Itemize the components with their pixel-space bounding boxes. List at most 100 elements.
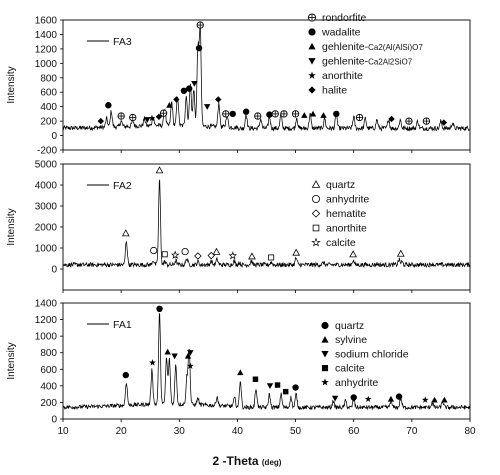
peak-marker-ring: [159, 109, 168, 117]
peak-marker-tridown: [171, 353, 178, 360]
legend-marker-square_open: [312, 224, 320, 232]
y-tick-label: 1000: [35, 244, 58, 255]
legend-entry: sylvine: [335, 334, 367, 346]
peak-marker-square_open: [268, 254, 275, 261]
peak-marker-dot: [156, 305, 163, 312]
peak-marker-dot: [395, 393, 403, 400]
peak-marker-star: [364, 395, 372, 402]
legend-entry: anorthite: [322, 70, 363, 82]
legend-marker-dot: [321, 321, 329, 330]
peak-marker-ring: [271, 110, 279, 118]
y-tick-label: 600: [40, 88, 57, 99]
peak-marker-dot: [292, 384, 299, 391]
x-axis-unit: (deg): [262, 458, 282, 467]
peak-marker-ring: [291, 110, 300, 118]
peak-marker-tri: [309, 110, 317, 117]
legend-entry: anhydrite: [326, 194, 369, 206]
pattern-fa1: [62, 313, 471, 411]
panel-fa2: 0 1000 2000 3000 4000 5000 Intensity FA2 quartz a…: [6, 160, 471, 293]
y-axis-label: Intensity: [6, 208, 17, 245]
peak-marker-tridown: [266, 383, 274, 390]
peak-marker-dot: [242, 108, 250, 115]
peak-marker-dot: [185, 85, 193, 92]
x-tick-label: 50: [290, 426, 302, 437]
peak-marker-square: [282, 388, 289, 395]
peak-marker-dot: [333, 110, 340, 118]
y-tick-label: 200: [40, 117, 57, 128]
legend-marker-star_open: [311, 237, 321, 247]
x-tick-label: 70: [406, 426, 418, 437]
legend-entry: anhydrite: [335, 377, 378, 389]
peak-marker-ring: [422, 117, 431, 125]
y-tick-label: 400: [40, 102, 57, 113]
legend-entry: quartz: [326, 179, 355, 191]
peak-marker-ring: [355, 113, 364, 122]
peak-marker-tri_open: [212, 247, 221, 255]
legend-marker-dot: [308, 28, 316, 36]
peak-marker-ring: [129, 113, 137, 122]
peak-marker-ring: [405, 117, 413, 125]
y-tick-label: 1400: [35, 30, 58, 41]
y-tick-label: 0: [51, 131, 57, 142]
peak-marker-tri: [237, 369, 244, 376]
y-axis-label: Intensity: [6, 66, 17, 103]
pattern-fa2: [62, 179, 471, 269]
legend-marker-square: [321, 365, 329, 372]
legend-formula: Ca2(Al(AlSi)O7: [368, 43, 423, 52]
y-tick-label: 200: [40, 398, 57, 409]
peak-marker-ring: [222, 110, 230, 118]
peak-marker-dot: [180, 87, 188, 94]
peak-marker-circle_open: [150, 246, 158, 255]
peak-marker-square: [274, 382, 281, 388]
legend-entry: calcite: [326, 237, 356, 249]
peak-marker-tri_open: [155, 166, 164, 174]
peak-marker-dot: [195, 44, 203, 52]
legend-formula: Ca2Al2SiO7: [368, 58, 413, 67]
peak-marker-tri_open: [248, 252, 256, 260]
peak-marker-star: [149, 359, 156, 366]
peak-marker-tri: [166, 102, 173, 108]
plot-frame: [62, 302, 471, 420]
x-tick-label: 20: [116, 426, 128, 437]
x-tick-label: 80: [464, 426, 476, 437]
legend-entry: halite: [322, 85, 347, 97]
legend-entry: anorthite: [326, 223, 367, 235]
peak-marker-diamond: [97, 117, 104, 125]
y-tick-label: 1200: [35, 44, 58, 55]
peak-marker-ring: [196, 21, 204, 29]
y-tick-label: 1400: [35, 299, 58, 310]
peak-marker-square: [252, 376, 259, 382]
y-tick-label: 5000: [35, 160, 58, 171]
y-tick-label: 800: [40, 348, 57, 359]
y-tick-label: 800: [40, 73, 57, 84]
legend-marker-star: [321, 378, 329, 386]
legend-entry: gehlenite-Ca2(Al(AlSi)O7: [322, 41, 423, 53]
y-tick-label: 0: [51, 415, 57, 426]
peak-marker-tri_open: [121, 229, 130, 237]
peak-marker-diamond: [215, 96, 222, 103]
legend-entry: sodium chloride: [335, 348, 409, 360]
legend-marker-tridown: [321, 351, 329, 358]
x-tick-label: 10: [57, 426, 69, 437]
y-tick-label: 4000: [35, 181, 58, 192]
peak-marker-dot: [350, 394, 357, 401]
series-label: FA3: [113, 36, 132, 48]
legend-marker-tri: [321, 336, 329, 343]
legend-marker-diamond: [308, 86, 316, 94]
x-tick-label: 60: [348, 426, 360, 437]
peak-marker-ring: [117, 112, 125, 120]
peak-marker-tri_open: [349, 250, 358, 258]
peak-marker-tri: [301, 112, 308, 118]
legend-entry: calcite: [335, 363, 365, 375]
y-tick-label: 0: [51, 265, 57, 276]
legend-marker-star: [308, 71, 316, 79]
peak-marker-star_open: [228, 251, 238, 260]
peak-marker-tri: [431, 396, 438, 403]
peak-marker-tridown: [187, 350, 194, 356]
panel-fa1: 0 200 400 600 800 1000 1200 1400 Intensity FA1 qua…: [6, 299, 471, 426]
y-tick-label: 400: [40, 381, 57, 392]
peak-marker-diamond: [173, 96, 180, 103]
peak-marker-tridown: [144, 117, 151, 123]
y-tick-label: -200: [37, 146, 57, 157]
